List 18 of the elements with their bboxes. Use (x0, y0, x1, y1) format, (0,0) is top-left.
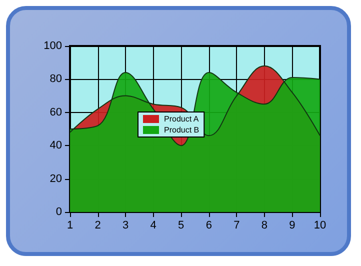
x-tick-label: 4 (150, 220, 156, 232)
x-tick-label: 7 (234, 220, 240, 232)
x-tick-label: 2 (94, 220, 101, 232)
y-tick-label: 60 (50, 106, 62, 118)
x-tick-label: 9 (289, 220, 296, 232)
y-tick-label: 0 (56, 206, 62, 218)
x-tick-label: 1 (66, 220, 74, 232)
x-tick-label: 5 (178, 220, 184, 232)
legend-label: Product B (164, 126, 200, 134)
legend-label: Product A (164, 114, 200, 124)
y-tick-label: 100 (44, 40, 62, 52)
y-tick-label: 20 (50, 172, 62, 185)
y-tick-label: 40 (50, 140, 62, 152)
x-tick-label: 6 (206, 220, 212, 232)
y-tick-label: 80 (50, 73, 62, 86)
x-tick-label: 10 (314, 220, 326, 232)
x-tick-label: 8 (261, 220, 268, 232)
x-tick-label: 3 (122, 220, 129, 232)
